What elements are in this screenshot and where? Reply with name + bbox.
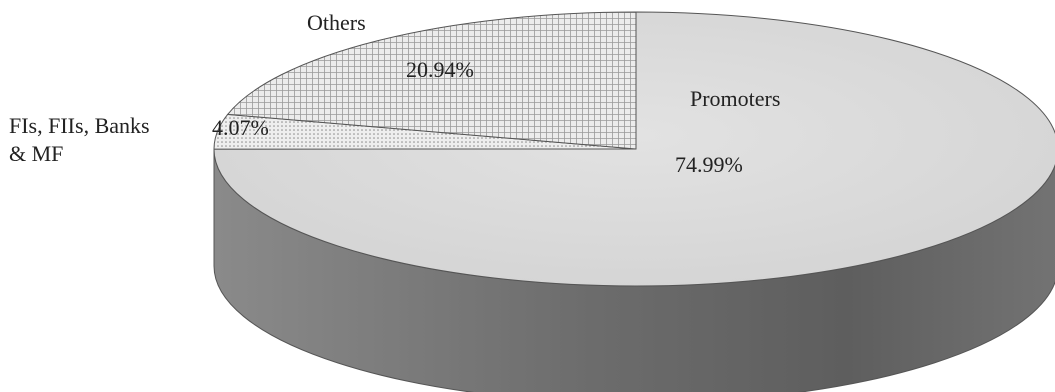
slice-value-fis-fiis-banks-mf: 4.07% — [212, 115, 269, 140]
pie-slice-others — [226, 11, 637, 150]
slice-label-others: Others — [307, 10, 366, 35]
slice-value-others: 20.94% — [406, 57, 474, 82]
slice-label-promoters: Promoters — [690, 86, 780, 111]
pie-slices — [213, 11, 1055, 287]
slice-value-promoters: 74.99% — [675, 152, 743, 177]
pie-labels: Promoters 74.99% FIs, FIIs, Banks & MF 4.07%… — [9, 10, 780, 177]
slice-label-fis-fiis-banks-mf: FIs, FIIs, Banks & MF — [9, 113, 150, 166]
pie-slice-promoters — [213, 11, 1055, 287]
